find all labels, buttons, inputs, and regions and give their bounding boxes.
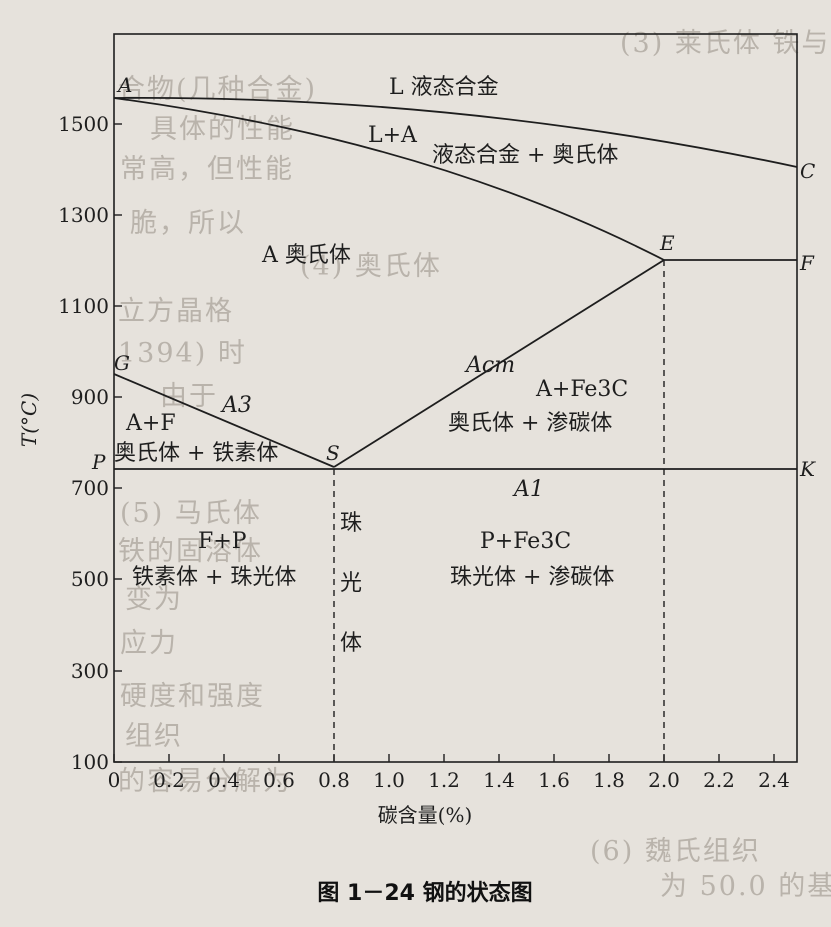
x-tick-label: 1.8 bbox=[593, 768, 625, 792]
point-label-F: F bbox=[799, 251, 815, 275]
label-acm: Acm bbox=[464, 353, 515, 378]
y-axis-ticks bbox=[114, 123, 122, 763]
bleed-line: 立方晶格 bbox=[118, 296, 234, 327]
point-label-C: C bbox=[800, 159, 815, 183]
bleed-line: (5) 马氏体 bbox=[120, 498, 262, 529]
point-label-E: E bbox=[659, 231, 675, 255]
bleed-line: 具体的性能 bbox=[150, 114, 295, 145]
region-a-plus-f: A+F bbox=[125, 411, 176, 436]
bleed-line: 组织 bbox=[125, 721, 183, 752]
point-label-P: P bbox=[91, 450, 106, 474]
x-tick-label: 0.8 bbox=[318, 768, 350, 792]
region-austenite-ferrite: 奥氏体 + 铁素体 bbox=[114, 441, 278, 466]
point-label-G: G bbox=[114, 351, 130, 375]
point-label-A: A bbox=[116, 73, 132, 97]
liquidus-line-AC bbox=[113, 96, 798, 168]
region-f-plus-p: F+P bbox=[198, 529, 247, 554]
x-tick-label: 2.4 bbox=[758, 768, 790, 792]
region-pearlite-char: 光 bbox=[340, 571, 362, 596]
x-axis-ticks bbox=[113, 754, 775, 762]
x-tick-label: 0.2 bbox=[153, 768, 185, 792]
bleed-line: 变为 bbox=[125, 584, 183, 615]
bleed-line: (3) 莱氏体 铁与碳的共晶组织 bbox=[620, 28, 831, 59]
point-label-S: S bbox=[326, 441, 340, 465]
acm-line-ES bbox=[333, 259, 665, 468]
x-tick-label: 1.4 bbox=[483, 768, 515, 792]
x-tick-label: 2.2 bbox=[703, 768, 735, 792]
bleed-line: (6) 魏氏组织 bbox=[590, 836, 761, 867]
y-tick-label: 1500 bbox=[58, 112, 109, 136]
point-labels: A C E F G S P K bbox=[91, 73, 816, 481]
region-labels: L 液态合金 L+A 液态合金 + 奥氏体 A 奥氏体 Acm A+Fe3C 奥… bbox=[114, 75, 628, 656]
y-axis-title: T(°C) bbox=[17, 393, 41, 447]
bleed-line: 铁的固溶体 bbox=[118, 536, 263, 567]
x-tick-labels: 0 0.2 0.4 0.6 0.8 1.0 1.2 1.4 1.6 1.8 2.… bbox=[108, 768, 790, 792]
y-tick-label: 300 bbox=[71, 659, 109, 683]
bleed-line: (4) 奥氏体 bbox=[300, 251, 442, 282]
x-tick-label: 1.6 bbox=[538, 768, 570, 792]
y-tick-label: 500 bbox=[71, 567, 109, 591]
region-liquid: L 液态合金 bbox=[389, 75, 499, 100]
region-austenite-cementite: 奥氏体 + 渗碳体 bbox=[448, 411, 612, 436]
a3-line-GS bbox=[113, 373, 335, 468]
region-p-fe3c: P+Fe3C bbox=[480, 529, 571, 554]
solidus-line-AE bbox=[113, 97, 665, 261]
point-label-K: K bbox=[799, 457, 816, 481]
phase-lines bbox=[113, 96, 798, 470]
region-liquid-austenite: 液态合金 + 奥氏体 bbox=[432, 143, 618, 168]
region-l-plus-a: L+A bbox=[368, 123, 418, 148]
region-pearlite-char: 珠 bbox=[340, 511, 362, 536]
y-tick-labels: 100 300 500 700 900 1100 1300 1500 bbox=[58, 112, 109, 774]
x-tick-label: 1.2 bbox=[428, 768, 460, 792]
y-tick-label: 100 bbox=[71, 750, 109, 774]
bleed-line: 应力 bbox=[120, 628, 178, 659]
x-tick-label: 0.4 bbox=[208, 768, 240, 792]
bleed-line: 硬度和强度 bbox=[120, 681, 265, 712]
x-tick-label: 2.0 bbox=[648, 768, 680, 792]
y-tick-label: 1300 bbox=[58, 203, 109, 227]
y-tick-label: 700 bbox=[71, 476, 109, 500]
y-tick-label: 1100 bbox=[58, 294, 109, 318]
bleed-line: 1394) 时 bbox=[118, 338, 247, 369]
bleed-line: 为 50.0 的基本体 bbox=[660, 871, 831, 902]
bleed-line: 脆，所以 bbox=[130, 208, 246, 239]
figure-caption: 图 1－24 钢的状态图 bbox=[317, 880, 532, 906]
dashed-lines bbox=[333, 260, 665, 762]
x-tick-label: 1.0 bbox=[373, 768, 405, 792]
background-bleed-text: (3) 莱氏体 铁与碳的共晶组织 合物(几种合金) 具体的性能 常高，但性能 脆… bbox=[118, 28, 831, 902]
bleed-line: 常高，但性能 bbox=[120, 154, 294, 185]
x-tick-label: 0 bbox=[108, 768, 121, 792]
region-pearlite-cementite: 珠光体 + 渗碳体 bbox=[450, 565, 614, 590]
y-tick-label: 900 bbox=[71, 385, 109, 409]
label-a1: A1 bbox=[512, 477, 544, 502]
region-pearlite-char: 体 bbox=[340, 631, 362, 656]
plot-frame bbox=[113, 33, 798, 763]
bleed-line: 合物(几种合金) bbox=[118, 74, 317, 105]
region-a-fe3c: A+Fe3C bbox=[535, 377, 628, 402]
region-austenite: A 奥氏体 bbox=[261, 243, 351, 268]
x-tick-label: 0.6 bbox=[263, 768, 295, 792]
x-axis-title: 碳含量(%) bbox=[378, 803, 473, 827]
region-ferrite-pearlite: 铁素体 + 珠光体 bbox=[132, 565, 296, 590]
label-a3: A3 bbox=[220, 393, 252, 418]
bleed-line: 的容易分解为 bbox=[118, 766, 292, 797]
